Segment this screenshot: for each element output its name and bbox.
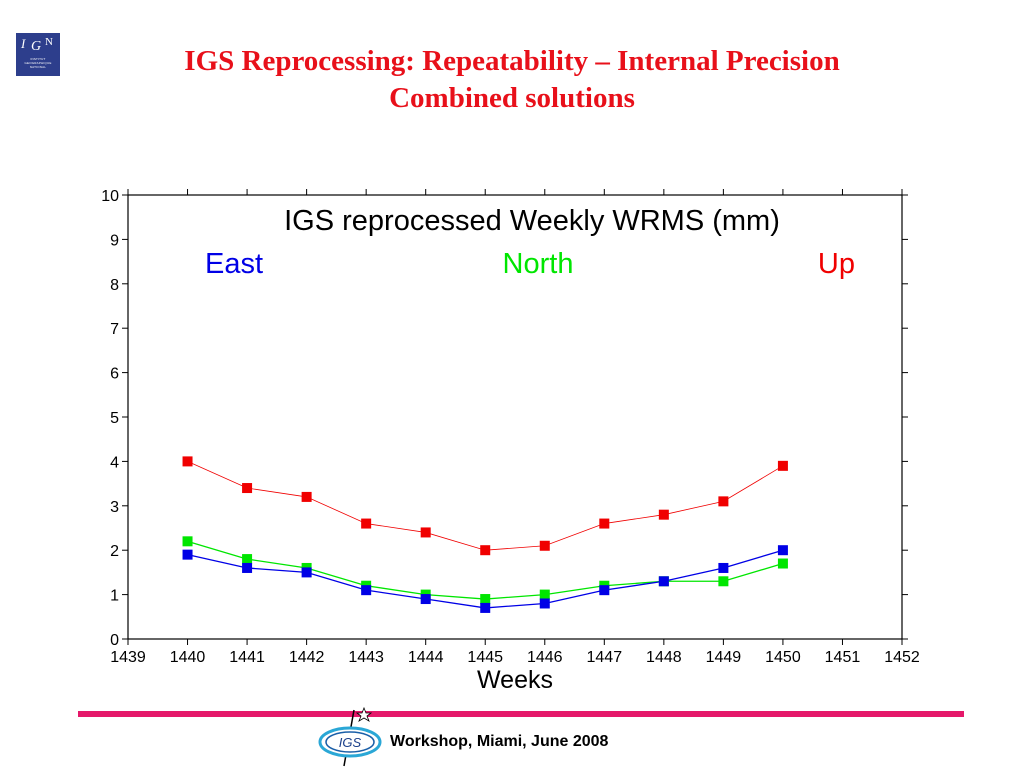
data-point-up: [420, 527, 431, 538]
wrms-chart: 0 1 2 3 4 5 6 7 8 9 10 1439 1440 1441 1442 1443 1444 1445…: [101, 188, 920, 694]
data-point-east: [658, 576, 669, 587]
ign-logo: I G N INSTITUT GEOGRAPHIQUE NATIONAL: [16, 33, 60, 76]
data-point-up: [182, 456, 193, 467]
logo-letter-g: G: [31, 39, 42, 54]
y-tick-label: 5: [110, 410, 119, 427]
data-point-up: [718, 496, 729, 507]
x-axis-label: Weeks: [477, 666, 553, 694]
y-tick-label: 2: [110, 543, 119, 560]
x-tick-label: 1449: [706, 649, 742, 666]
data-point-north: [777, 558, 788, 569]
y-tick-label: 1: [110, 588, 119, 605]
data-point-east: [361, 585, 372, 596]
series-line-up: [187, 461, 784, 551]
footer-divider: [78, 711, 964, 717]
data-point-up: [777, 460, 788, 471]
x-tick-label: 1444: [408, 649, 444, 666]
y-tick-label: 3: [110, 499, 119, 516]
data-point-up: [301, 491, 312, 502]
data-point-east: [242, 562, 253, 573]
footer-text: Workshop, Miami, June 2008: [390, 733, 609, 750]
logo-subtext: INSTITUT GEOGRAPHIQUE NATIONAL: [24, 57, 52, 69]
x-tick-label: 1446: [527, 649, 563, 666]
x-tick-label: 1450: [765, 649, 801, 666]
data-point-up: [361, 518, 372, 529]
slide-title: IGS Reprocessing: Repeatability – Intern…: [0, 43, 1024, 117]
y-tick-label: 7: [110, 321, 119, 338]
y-tick-label: 9: [110, 232, 119, 249]
data-point-north: [480, 594, 491, 605]
y-tick-label: 10: [101, 188, 119, 205]
legend-east: East: [205, 248, 263, 280]
slide-title-line2: Combined solutions: [389, 82, 635, 114]
x-tick-label: 1451: [825, 649, 861, 666]
x-tick-label: 1445: [467, 649, 503, 666]
logo-letter-n: N: [45, 36, 53, 48]
igs-badge-label: IGS: [339, 735, 362, 750]
igs-badge-icon: IGS: [318, 706, 382, 767]
y-tick-label: 6: [110, 366, 119, 383]
y-tick-label: 8: [110, 277, 119, 294]
y-tick-label: 0: [110, 632, 119, 649]
data-point-up: [658, 509, 669, 520]
x-tick-label: 1447: [587, 649, 623, 666]
x-tick-label: 1452: [884, 649, 920, 666]
data-point-east: [480, 602, 491, 613]
logo-letter-i: I: [21, 36, 26, 51]
data-point-north: [242, 554, 253, 565]
y-tick-label: 4: [110, 454, 119, 471]
data-point-up: [480, 545, 491, 556]
x-tick-label: 1440: [170, 649, 206, 666]
data-point-up: [599, 518, 610, 529]
slide-title-line1: IGS Reprocessing: Repeatability – Intern…: [184, 45, 840, 77]
data-point-east: [777, 545, 788, 556]
data-point-east: [301, 567, 312, 578]
data-point-up: [242, 483, 253, 494]
data-point-east: [718, 562, 729, 573]
x-tick-label: 1443: [348, 649, 384, 666]
x-tick-label: 1448: [646, 649, 682, 666]
legend-north: North: [503, 248, 574, 280]
data-point-north: [539, 589, 550, 600]
chart-title: IGS reprocessed Weekly WRMS (mm): [284, 205, 780, 237]
x-tick-label: 1442: [289, 649, 325, 666]
data-point-up: [539, 540, 550, 551]
data-point-east: [539, 598, 550, 609]
data-point-east: [420, 594, 431, 605]
data-point-north: [182, 536, 193, 547]
legend-up: Up: [818, 248, 855, 280]
x-tick-label: 1439: [110, 649, 146, 666]
x-tick-label: 1441: [229, 649, 265, 666]
data-point-east: [182, 549, 193, 560]
data-point-east: [599, 585, 610, 596]
data-point-north: [718, 576, 729, 587]
